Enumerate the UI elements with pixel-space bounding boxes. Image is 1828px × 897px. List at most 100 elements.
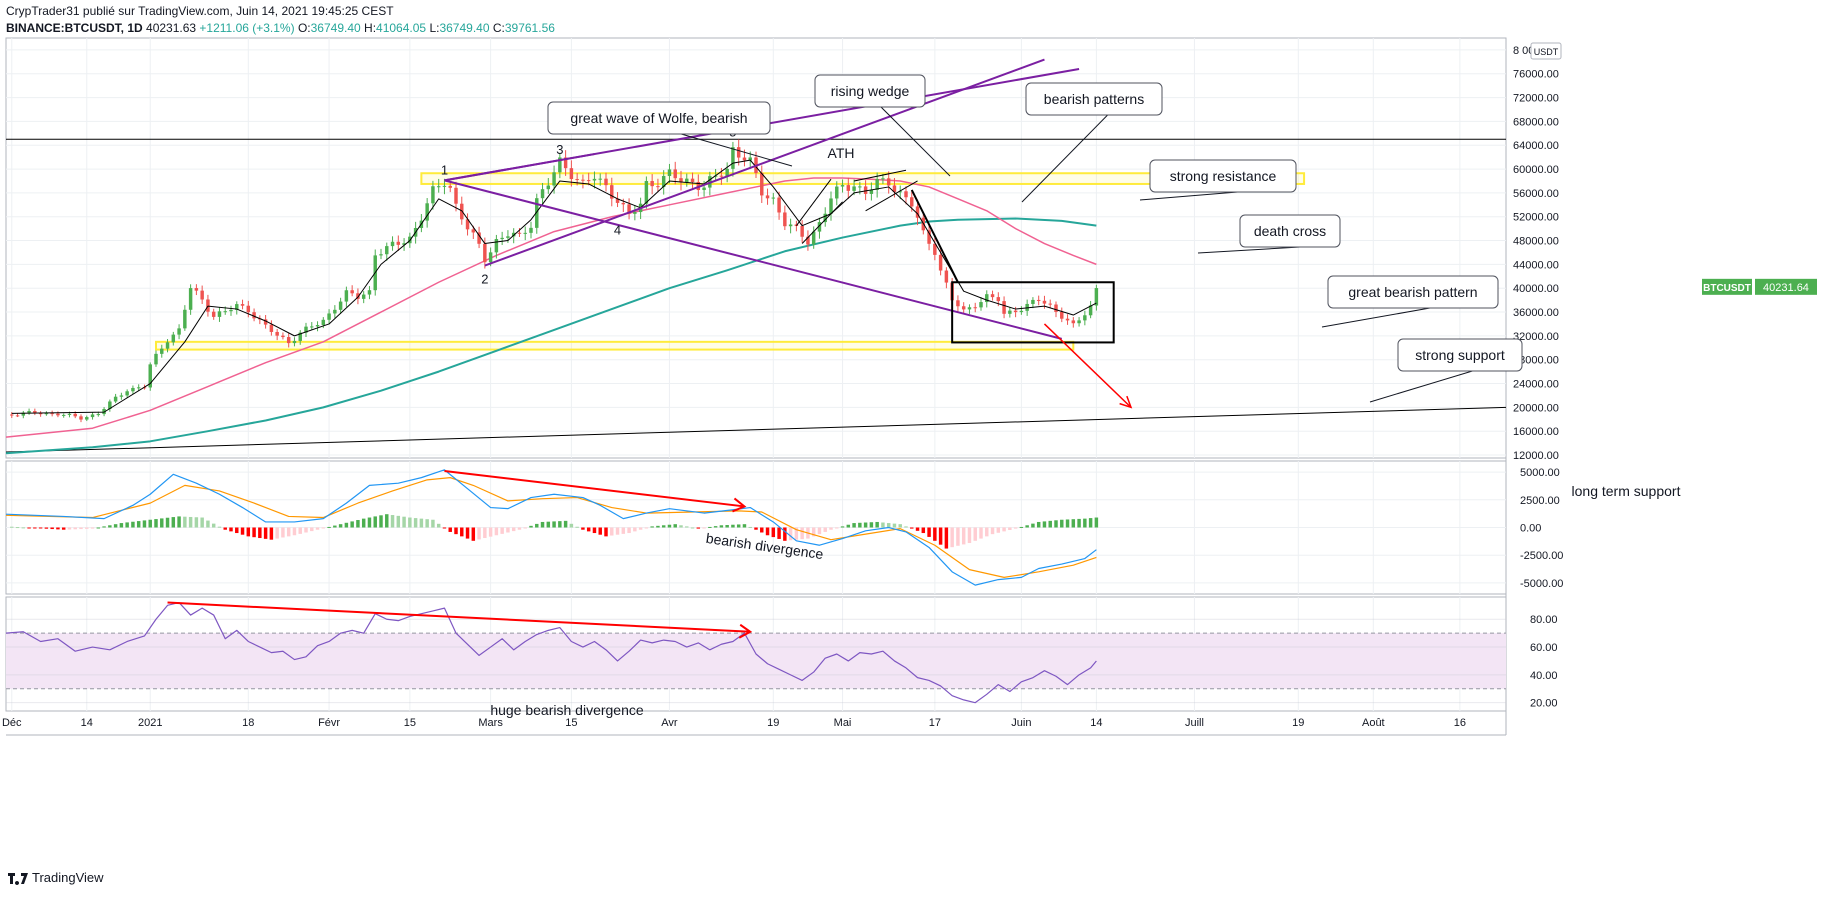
candle-down bbox=[356, 293, 360, 299]
macd-histogram-bar bbox=[794, 527, 799, 540]
candle-down bbox=[1071, 320, 1076, 324]
macd-histogram-bar bbox=[985, 527, 989, 537]
macd-histogram-bar bbox=[760, 527, 764, 533]
macd-histogram-bar bbox=[385, 514, 389, 528]
candle-down bbox=[806, 236, 810, 245]
candle-up bbox=[488, 252, 493, 263]
ema-fast-line bbox=[11, 159, 1097, 414]
price-tick-label: 52000.00 bbox=[1513, 212, 1559, 224]
macd-histogram-bar bbox=[425, 519, 429, 528]
macd-line bbox=[5, 469, 1097, 586]
macd-histogram-bar bbox=[650, 526, 654, 528]
price-tick-label: 68000.00 bbox=[1513, 116, 1559, 128]
macd-histogram-bar bbox=[996, 527, 1001, 533]
candle-up bbox=[546, 185, 551, 190]
macd-histogram-bar bbox=[886, 523, 891, 528]
macd-histogram-bar bbox=[517, 527, 522, 530]
macd-histogram-bar bbox=[113, 524, 118, 528]
macd-histogram-bar bbox=[581, 527, 585, 530]
macd-histogram-bar bbox=[38, 527, 43, 529]
macd-histogram-bar bbox=[494, 527, 499, 536]
candle-up bbox=[304, 326, 308, 333]
candle-up bbox=[667, 169, 672, 177]
open-value: 36749.40 bbox=[310, 21, 361, 35]
macd-histogram-bar bbox=[79, 527, 83, 530]
macd-histogram-bar bbox=[321, 527, 326, 529]
macd-histogram-bar bbox=[1002, 527, 1006, 532]
time-tick-label: 17 bbox=[929, 717, 941, 729]
macd-histogram-bar bbox=[460, 527, 464, 537]
callout-strong-resistance-text: strong resistance bbox=[1170, 168, 1277, 184]
macd-histogram-bar bbox=[823, 527, 827, 532]
time-tick-label: 15 bbox=[404, 717, 416, 729]
tradingview-brand[interactable]: TradingView bbox=[32, 870, 104, 885]
macd-tick-label: -5000.00 bbox=[1520, 578, 1563, 590]
candle-down bbox=[483, 243, 487, 263]
callout-rising-wedge-pointer bbox=[880, 106, 951, 177]
candle-down bbox=[517, 232, 522, 234]
macd-histogram-bar bbox=[921, 527, 926, 534]
time-tick-label: Avr bbox=[661, 717, 678, 729]
time-tick-label: Mars bbox=[478, 717, 503, 729]
price-tick-label: 64000.00 bbox=[1513, 140, 1559, 152]
candle-up bbox=[390, 241, 395, 247]
price-change: +1211.06 (+3.1%) bbox=[199, 21, 295, 35]
close-label: C: bbox=[492, 21, 505, 35]
macd-histogram-bar bbox=[927, 527, 931, 537]
macd-histogram-bar bbox=[61, 527, 66, 530]
macd-histogram-bar bbox=[511, 527, 516, 532]
candle-down bbox=[10, 414, 14, 416]
macd-histogram-bar bbox=[33, 527, 37, 529]
macd-histogram-bar bbox=[979, 527, 983, 539]
macd-histogram-bar bbox=[356, 520, 360, 528]
candle-down bbox=[286, 337, 291, 344]
macd-histogram-bar bbox=[108, 525, 112, 528]
time-tick-label: Févr bbox=[318, 717, 340, 729]
macd-histogram-bar bbox=[627, 527, 631, 534]
wolfe-point-2: 2 bbox=[481, 272, 488, 287]
macd-tick-label: 0.00 bbox=[1520, 523, 1541, 535]
candle-down bbox=[1060, 311, 1064, 319]
macd-histogram-bar bbox=[598, 527, 602, 535]
macd-histogram-bar bbox=[736, 524, 741, 528]
callout-bearish-patterns-pointer bbox=[1021, 114, 1108, 203]
candle-down bbox=[719, 175, 724, 177]
open-label: O: bbox=[297, 21, 311, 35]
macd-histogram-bar bbox=[1025, 525, 1029, 528]
macd-histogram-bar bbox=[563, 520, 568, 528]
symbol-name[interactable]: BINANCE:BTCUSDT, 1D bbox=[6, 21, 143, 35]
macd-histogram-bar bbox=[206, 520, 210, 528]
macd-histogram-bar bbox=[419, 518, 424, 528]
candle-down bbox=[240, 304, 245, 306]
candle-up bbox=[315, 325, 320, 327]
ma-mid-line bbox=[5, 177, 1097, 438]
target-arrow bbox=[1043, 323, 1132, 408]
macd-histogram-bar bbox=[915, 527, 920, 531]
macd-histogram-bar bbox=[586, 527, 591, 532]
candle-up bbox=[1077, 320, 1081, 324]
chart-canvas[interactable]: Déc 14 2021 18 Févr 15 Mars 15 Avr 19 Mai 17 Juin 14 J… bbox=[0, 0, 1828, 866]
candle-down bbox=[627, 204, 631, 214]
long-term-support-label: long term support bbox=[1572, 483, 1681, 499]
rsi-tick-label: 80.00 bbox=[1530, 614, 1558, 626]
time-tick-label: Déc bbox=[2, 717, 22, 729]
macd-histogram-bar bbox=[292, 527, 297, 536]
macd-histogram-bar bbox=[136, 521, 141, 528]
candle-up bbox=[1008, 310, 1012, 314]
price-tick-label: 76000.00 bbox=[1513, 69, 1559, 81]
macd-histogram-bar bbox=[315, 527, 320, 530]
macd-histogram-bar bbox=[281, 527, 285, 538]
candle-up bbox=[223, 311, 227, 313]
currency-badge bbox=[1530, 42, 1562, 60]
candle-up bbox=[817, 222, 822, 232]
price-tick-label: 12000.00 bbox=[1513, 450, 1559, 462]
macd-histogram-bar bbox=[390, 515, 395, 528]
callout-wolfe-pointer bbox=[681, 133, 793, 167]
rsi-divergence-arrow bbox=[738, 623, 753, 639]
macd-histogram-bar bbox=[483, 527, 487, 539]
macd-histogram-bar bbox=[800, 527, 804, 540]
candle-down bbox=[927, 230, 931, 244]
ma-long-line bbox=[5, 217, 1097, 455]
macd-histogram-bar bbox=[610, 527, 614, 536]
candle-up bbox=[644, 181, 649, 204]
